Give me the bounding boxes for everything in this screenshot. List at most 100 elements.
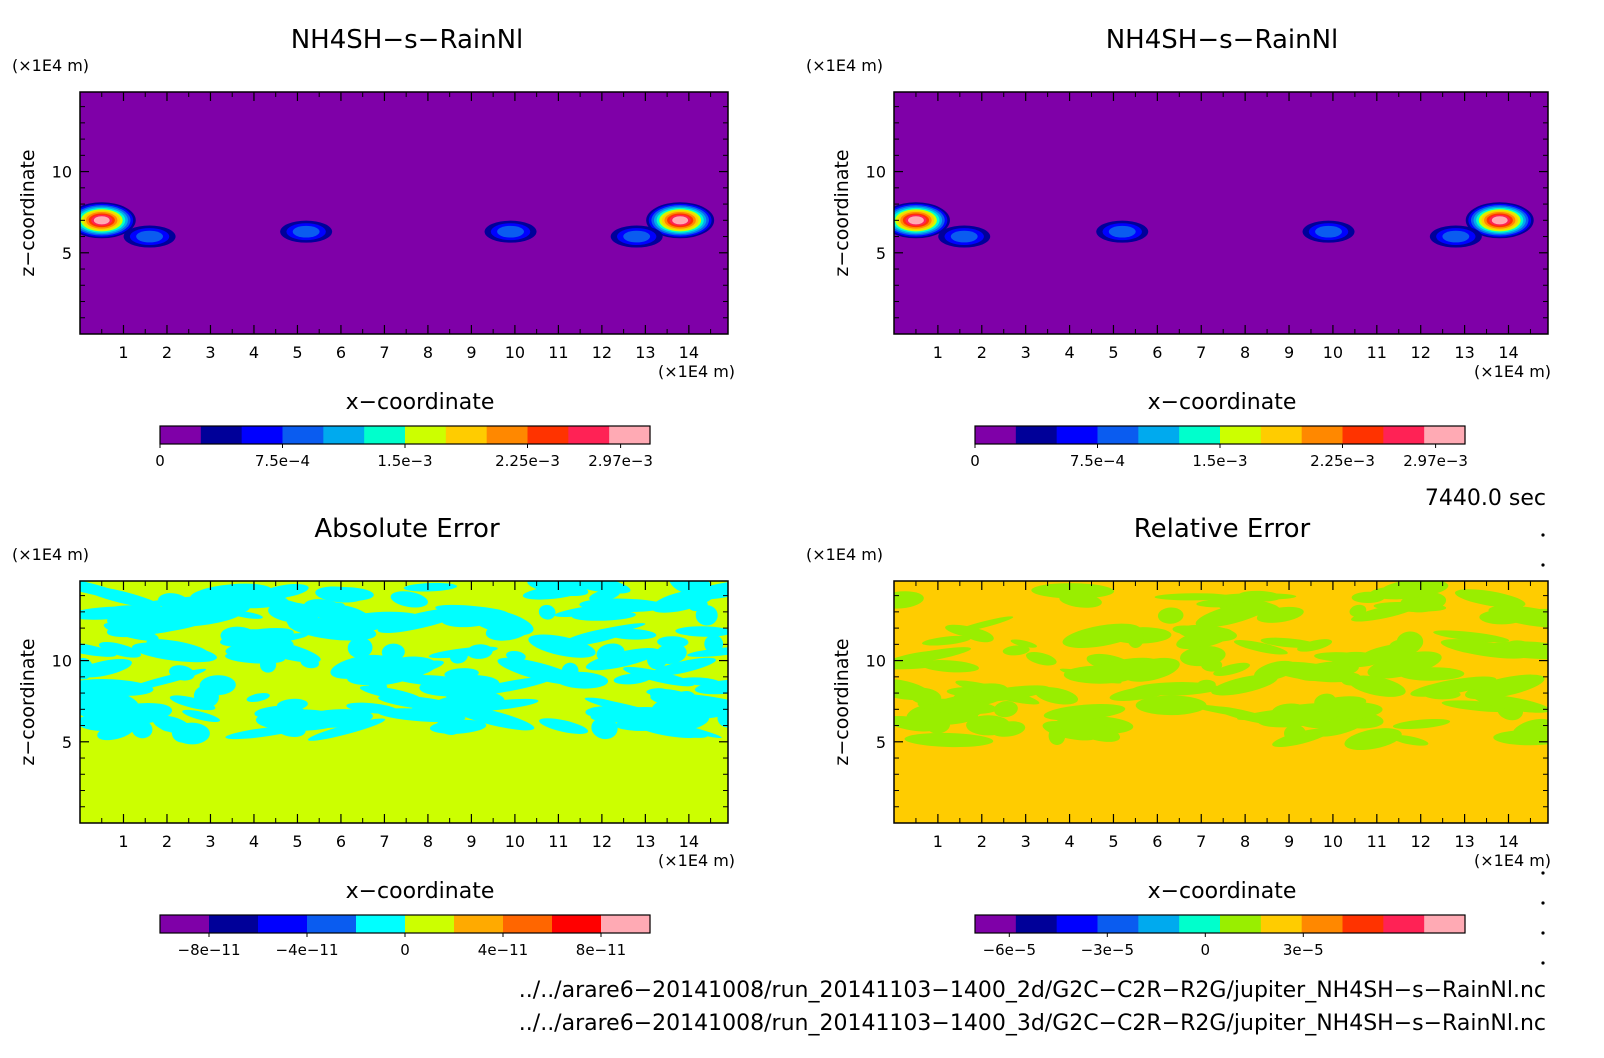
x-tick-label: 13 <box>1454 832 1474 851</box>
z-axis-label: z−coordinate <box>831 638 853 765</box>
contour-field <box>894 92 1548 334</box>
z-unit-label: (×1E4 m) <box>806 545 883 564</box>
x-tick-label: 8 <box>423 832 433 851</box>
colorbar-swatch <box>1301 426 1344 444</box>
contour-field <box>80 581 728 823</box>
colorbar-swatch <box>503 915 553 933</box>
panel-title: Absolute Error <box>314 514 500 544</box>
colorbar-swatch <box>1097 915 1139 933</box>
colorbar-swatch <box>552 915 602 933</box>
x-tick-label: 3 <box>1021 343 1031 362</box>
colorbar-swatch <box>1138 426 1180 444</box>
panel-title: NH4SH−s−RainNl <box>1106 25 1339 55</box>
colorbar: −6e−5 −3e−5 0 3e−5 <box>974 914 1466 959</box>
colorbar-tick-label: 7.5e−4 <box>1070 452 1125 470</box>
plot-frame <box>893 91 1549 335</box>
x-tick-label: 6 <box>1152 832 1162 851</box>
colorbar-tick-label: 3e−5 <box>1283 941 1324 959</box>
colorbar-swatch <box>1383 915 1425 933</box>
colorbar-swatch <box>975 426 1017 444</box>
colorbar-tick-label: −6e−5 <box>983 941 1036 959</box>
colorbar-tick-label: 8e−11 <box>576 941 626 959</box>
colorbar-swatch <box>609 426 651 444</box>
x-tick-label: 7 <box>1196 343 1206 362</box>
colorbar-swatch <box>486 426 529 444</box>
z-unit-label: (×1E4 m) <box>12 56 89 75</box>
x-tick-label: 1 <box>933 343 943 362</box>
colorbar-swatch <box>1056 426 1099 444</box>
x-tick-label: 10 <box>1323 832 1343 851</box>
x-tick-label: 10 <box>505 343 525 362</box>
rain-feature <box>1429 225 1482 248</box>
colorbar-swatch <box>209 915 259 933</box>
x-tick-label: 1 <box>118 832 128 851</box>
colorbar-tick-label: 1.5e−3 <box>377 452 432 470</box>
colorbar-swatch <box>1179 426 1221 444</box>
x-tick-label: 9 <box>1284 343 1294 362</box>
x-tick-label: 3 <box>1021 832 1031 851</box>
colorbar-swatch <box>282 426 324 444</box>
colorbar-swatch <box>1260 426 1303 444</box>
error-pattern <box>80 581 728 745</box>
colorbar-swatch <box>1015 915 1058 933</box>
colorbar: 0 7.5e−4 1.5e−3 2.25e−3 2.97e−3 <box>970 425 1468 470</box>
colorbar-tick-label: 2.25e−3 <box>495 452 560 470</box>
x-tick-label: 6 <box>1152 343 1162 362</box>
x-tick-label: 14 <box>1498 832 1518 851</box>
rain-feature <box>123 225 176 248</box>
x-unit-label: (×1E4 m) <box>1474 851 1551 870</box>
x-tick-label: 10 <box>505 832 525 851</box>
colorbar-swatch <box>1260 915 1303 933</box>
panel-top-left: NH4SH−s−RainNl (×1E4 m) 1 2 3 4 5 6 7 8 9 10 11 12 1… <box>12 25 735 470</box>
colorbar-tick-label: −3e−5 <box>1081 941 1134 959</box>
colorbar-swatch <box>527 426 569 444</box>
colorbar-swatch <box>356 915 406 933</box>
x-tick-label: 1 <box>118 343 128 362</box>
rain-feature <box>646 202 715 239</box>
x-tick-label: 12 <box>592 343 612 362</box>
colorbar-swatch <box>1179 915 1221 933</box>
colorbar-tick-label: 7.5e−4 <box>255 452 310 470</box>
margin-dots <box>1541 533 1545 965</box>
z-tick-label: 5 <box>62 244 72 263</box>
x-tick-label: 7 <box>379 343 389 362</box>
z-axis-label: z−coordinate <box>831 149 853 276</box>
x-tick-label: 6 <box>336 832 346 851</box>
colorbar-swatch <box>1424 915 1466 933</box>
colorbar-tick-label: 2.97e−3 <box>1403 452 1468 470</box>
colorbar-swatch <box>1138 915 1180 933</box>
z-tick-label: 5 <box>876 733 886 752</box>
x-tick-label: 3 <box>205 832 215 851</box>
colorbar-swatch <box>200 426 243 444</box>
x-unit-label: (×1E4 m) <box>658 362 735 381</box>
x-tick-label: 4 <box>1064 343 1074 362</box>
field-background <box>894 92 1548 334</box>
z-unit-label: (×1E4 m) <box>806 56 883 75</box>
x-tick-label: 2 <box>977 343 987 362</box>
colorbar-swatch <box>1424 426 1466 444</box>
rain-feature <box>484 220 537 243</box>
x-axis-label: x−coordinate <box>346 390 495 415</box>
error-pattern <box>894 581 1548 751</box>
field-background <box>80 92 728 334</box>
x-tick-label: 11 <box>548 832 568 851</box>
z-tick-label: 10 <box>52 163 72 182</box>
rain-feature <box>80 202 136 239</box>
colorbar-tick-label: 1.5e−3 <box>1192 452 1247 470</box>
colorbar-swatch <box>1015 426 1058 444</box>
x-tick-label: 4 <box>249 832 259 851</box>
x-tick-label: 12 <box>592 832 612 851</box>
x-tick-label: 8 <box>423 343 433 362</box>
colorbar-swatch <box>601 915 651 933</box>
colorbar-tick-label: 0 <box>1201 941 1211 959</box>
colorbar-swatch <box>454 915 504 933</box>
colorbar-swatch <box>1220 426 1262 444</box>
x-tick-label: 5 <box>1108 832 1118 851</box>
x-tick-label: 9 <box>1284 832 1294 851</box>
colorbar-swatch <box>975 915 1017 933</box>
x-tick-label: 10 <box>1323 343 1343 362</box>
colorbar-swatch <box>1342 426 1384 444</box>
